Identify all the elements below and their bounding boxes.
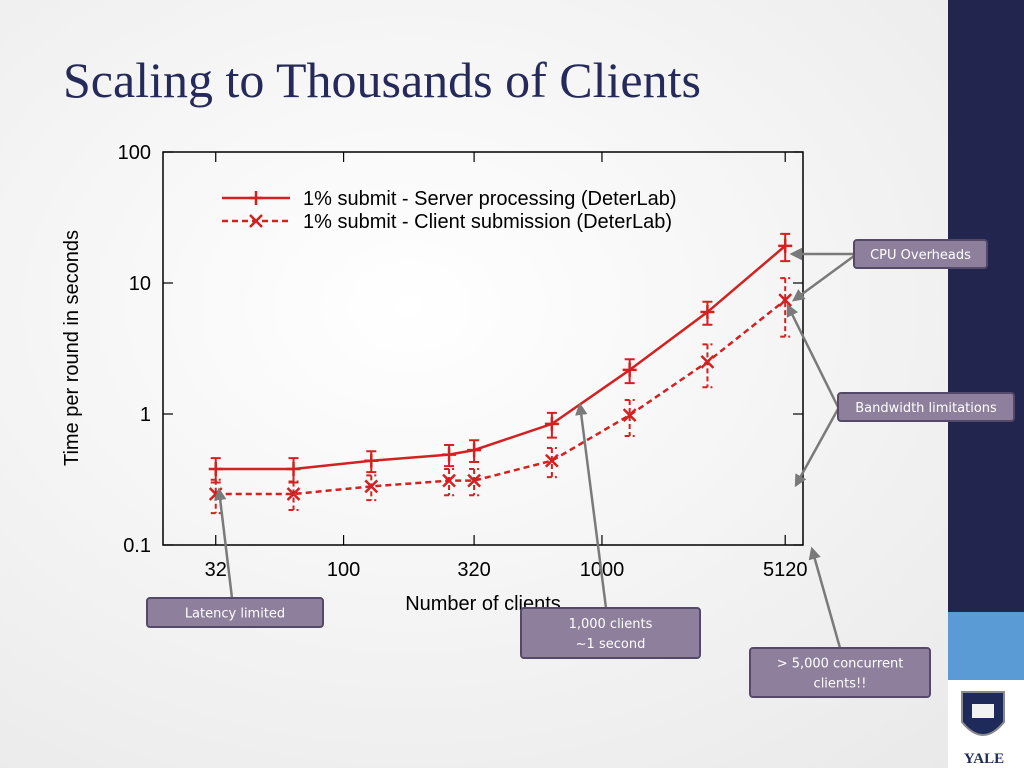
error-bar bbox=[702, 343, 713, 389]
callout-box bbox=[520, 607, 701, 659]
point-marker bbox=[208, 462, 223, 477]
legend-label: 1% submit - Client submission (DeterLab) bbox=[303, 211, 672, 233]
callout-box bbox=[853, 239, 988, 269]
point-marker bbox=[442, 447, 457, 462]
sidebar-accent bbox=[948, 612, 1024, 680]
point-marker bbox=[778, 238, 793, 253]
plot-frame bbox=[162, 151, 804, 546]
chart: Number of clients Time per round in seco… bbox=[61, 142, 807, 615]
callout-arrow bbox=[794, 408, 840, 488]
point-marker bbox=[364, 479, 379, 494]
logo: YALE bbox=[961, 691, 1005, 767]
series-line bbox=[215, 299, 786, 496]
point-marker bbox=[249, 214, 263, 228]
y-tick-label: 100 bbox=[118, 142, 151, 164]
callout-text: > 5,000 concurrent bbox=[777, 657, 904, 672]
callout-text: clients!! bbox=[814, 677, 867, 692]
x-tick-label: 320 bbox=[457, 559, 490, 581]
legend-label: 1% submit - Server processing (DeterLab) bbox=[303, 188, 676, 210]
callout-text: Latency limited bbox=[185, 607, 285, 622]
callouts: CPU Overheads Bandwidth limitations Latenc… bbox=[146, 239, 1015, 698]
point-marker bbox=[622, 362, 637, 377]
error-bar bbox=[469, 468, 480, 497]
error-bar bbox=[546, 447, 557, 479]
point-marker bbox=[286, 487, 301, 501]
point-marker bbox=[700, 305, 715, 320]
callout-arrow bbox=[791, 254, 855, 302]
callout-text: 1,000 clients bbox=[569, 617, 653, 632]
point-marker bbox=[544, 416, 559, 431]
point-marker bbox=[622, 408, 637, 423]
y-tick-label: 0.1 bbox=[123, 535, 151, 557]
point-marker bbox=[700, 354, 715, 369]
callout-text: Bandwidth limitations bbox=[855, 401, 997, 416]
point-marker bbox=[544, 453, 559, 468]
callout-box bbox=[837, 392, 1015, 422]
callout-arrow bbox=[808, 546, 842, 649]
point-marker bbox=[442, 473, 456, 488]
error-bar bbox=[780, 277, 791, 338]
book bbox=[972, 704, 994, 718]
callout-box bbox=[146, 597, 324, 628]
point-marker bbox=[467, 443, 482, 458]
sidebar bbox=[948, 0, 1024, 612]
error-bar bbox=[444, 468, 455, 497]
callout-arrow bbox=[786, 303, 840, 408]
callout-arrow bbox=[575, 402, 608, 609]
callout-text: CPU Overheads bbox=[870, 248, 971, 263]
error-bar bbox=[624, 398, 635, 437]
y-tick-label: 10 bbox=[129, 273, 151, 295]
slide-title: Scaling to Thousands of Clients bbox=[63, 52, 701, 108]
point-marker bbox=[364, 453, 379, 468]
y-tick-label: 1 bbox=[140, 404, 151, 426]
callout-box bbox=[749, 647, 931, 698]
callout-arrow bbox=[213, 487, 234, 599]
point-marker bbox=[249, 191, 263, 205]
y-axis-label: Time per round in seconds bbox=[61, 230, 83, 466]
callout-text: ~1 second bbox=[576, 637, 646, 652]
logo-text: YALE bbox=[964, 751, 1004, 767]
point-marker bbox=[286, 462, 301, 477]
point-marker bbox=[467, 473, 481, 488]
x-tick-label: 5120 bbox=[763, 559, 808, 581]
x-tick-label: 32 bbox=[205, 559, 227, 581]
x-tick-label: 100 bbox=[327, 559, 360, 581]
error-bar bbox=[288, 480, 299, 512]
